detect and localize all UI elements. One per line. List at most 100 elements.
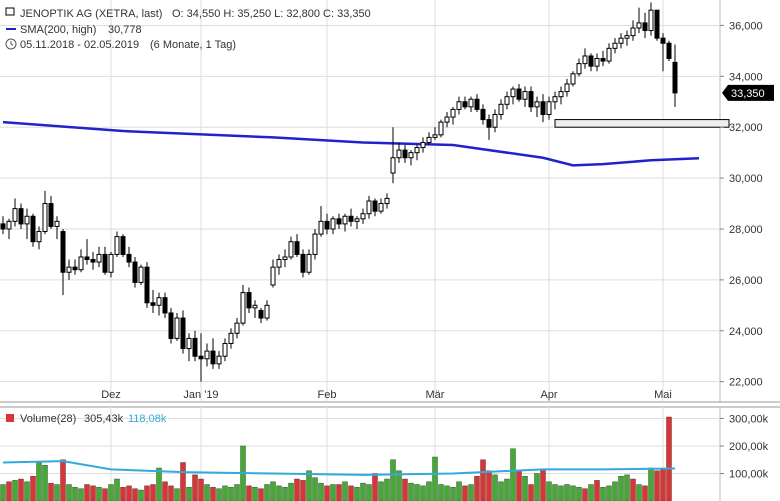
candle-body (114, 236, 120, 255)
candle (228, 328, 234, 349)
candle (624, 30, 630, 46)
candle (54, 216, 60, 240)
candle (642, 12, 648, 39)
candle (390, 127, 396, 184)
candle (60, 228, 66, 296)
candle-body (654, 9, 660, 39)
volume-bar (546, 481, 552, 501)
candle-body (384, 197, 390, 205)
volume-bar (180, 462, 186, 501)
candle-body (630, 27, 636, 37)
candle (552, 91, 558, 110)
period: (6 Monate, 1 Tag) (150, 39, 236, 51)
volume-bar (516, 470, 522, 501)
candle (630, 20, 636, 41)
candle (648, 2, 654, 36)
volume-bar (312, 477, 318, 501)
volume-bar (372, 473, 378, 501)
volume-bar (552, 484, 558, 501)
candle-body (324, 220, 330, 230)
volume-bar (84, 484, 90, 501)
candle-body (48, 203, 54, 227)
candle (576, 58, 582, 77)
candle (588, 53, 594, 72)
candle (78, 249, 84, 273)
candle-body (72, 266, 78, 271)
candle (84, 239, 90, 265)
volume-bar (558, 485, 564, 501)
candle-body (258, 309, 264, 319)
volume-bar (234, 484, 240, 501)
volume-bar (48, 482, 54, 501)
candle-body (330, 218, 336, 230)
candle-body (564, 83, 570, 93)
candle-body (210, 350, 216, 365)
time-tick-label: Feb (318, 389, 337, 401)
candle-body (360, 213, 366, 220)
candle-body (534, 101, 540, 108)
candle (402, 145, 408, 163)
candle (342, 213, 348, 232)
candle-body (312, 233, 318, 255)
volume-y-axis: 100,00k 200,00k 300,00k (720, 414, 769, 481)
volume-bar (210, 487, 216, 501)
candle-body (660, 37, 666, 44)
candle (234, 318, 240, 339)
candle-body (378, 203, 384, 212)
candle-body (90, 259, 96, 263)
candle (108, 251, 114, 278)
volume-bar (228, 487, 234, 501)
candle (396, 142, 402, 163)
candle-body (276, 259, 282, 268)
candle-body (54, 220, 60, 227)
candle (468, 96, 474, 112)
candle (384, 193, 390, 209)
candle (672, 44, 678, 107)
candle-body (228, 332, 234, 344)
price-tick-label: 26,000 (729, 275, 763, 287)
candle (486, 114, 492, 140)
candle (360, 208, 366, 224)
candle-body (30, 215, 36, 243)
volume-bar (174, 488, 180, 501)
candle-body (420, 141, 426, 149)
price-tick-label: 30,000 (729, 173, 763, 185)
volume-tick-label: 100,00k (729, 469, 769, 481)
volume-bar (600, 487, 606, 501)
volume-bar (360, 482, 366, 501)
support-zone-box (554, 119, 730, 128)
candle-body (558, 91, 564, 98)
candle-body (132, 261, 138, 283)
volume-bar (432, 456, 438, 501)
volume-bar (114, 478, 120, 501)
candle (282, 249, 288, 268)
candle-body (234, 322, 240, 334)
volume-bar (636, 484, 642, 501)
volume-bar (108, 484, 114, 501)
volume-bar (522, 476, 528, 501)
instrument-swatch (5, 7, 15, 16)
candle-body (6, 220, 12, 230)
volume-bar (30, 476, 36, 501)
candle-body (84, 256, 90, 261)
sma-label: SMA(200, high) (20, 24, 96, 36)
volume-bar (414, 484, 420, 501)
last-price-tag-shape (722, 84, 774, 101)
candle (456, 96, 462, 115)
candle-body (570, 73, 576, 85)
volume-bars (0, 416, 676, 501)
candle-body (192, 337, 198, 357)
candle (162, 292, 168, 319)
candle (522, 86, 528, 107)
candle-body (390, 157, 396, 174)
candle (294, 234, 300, 257)
volume-bar (270, 481, 276, 501)
volume-bar (642, 485, 648, 501)
volume-bar (444, 485, 450, 501)
candle (72, 259, 78, 275)
volume-bar (402, 478, 408, 501)
candle (324, 213, 330, 235)
volume-bar (438, 484, 444, 501)
